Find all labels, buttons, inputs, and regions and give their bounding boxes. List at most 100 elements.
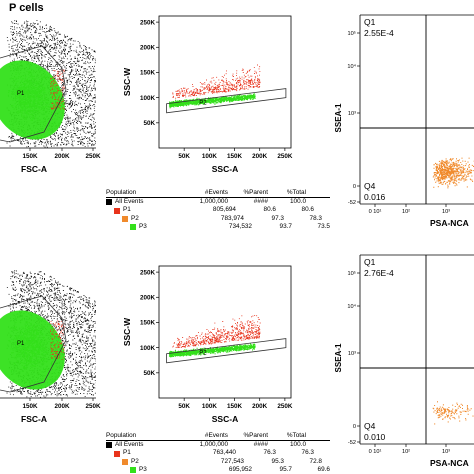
population-name: P2: [131, 214, 139, 222]
population-row: P3 695,952 95.7 69.6: [106, 466, 330, 474]
fsc-plot-2: P1 150K 200K 250K FSC-A: [0, 270, 101, 424]
header-fragment: P cells: [9, 2, 44, 14]
population-color-swatch: [130, 223, 136, 230]
ssc-x-tick-label-1-3: 200K: [252, 153, 268, 160]
column-header: %Total: [286, 432, 306, 439]
population-name: P1: [123, 206, 131, 214]
quad-y-tick-label-1-1: 0: [353, 184, 356, 190]
fsc-events-2: [0, 270, 96, 398]
ssc-y-tick-label-2-1: 100K: [140, 345, 156, 352]
quad-x-axis-label-1: PSA-NCA: [430, 218, 469, 228]
quad-y-tick-label-2-3: 10⁴: [347, 303, 356, 310]
quad-x-axis-label-2: PSA-NCA: [430, 458, 469, 468]
ssc-y-tick-label-1-4: 250K: [140, 19, 156, 26]
p1-dense-region-2: [0, 310, 65, 390]
population-table-header: Population #Events %Parent %Total: [106, 189, 330, 199]
percent-parent: 95.7: [279, 465, 292, 473]
percent-parent: ####: [253, 441, 268, 449]
population-name: P3: [139, 222, 147, 230]
quad-q1-value-2: 2.76E-4: [364, 268, 394, 278]
ssc-y-tick-label-1-1: 100K: [140, 95, 156, 102]
fsc-events-1: [0, 20, 96, 148]
ssc-x-tick-label-1-0: 50K: [178, 153, 190, 160]
fsc-x-tick-label-2-0: 150K: [22, 403, 38, 410]
fsc-plot-1: P1 150K 200K 250K FSC-A: [0, 20, 101, 174]
percent-parent: 95.3: [271, 457, 284, 465]
population-row: All Events 1,000,000 #### 100.0: [106, 198, 330, 206]
ssc-y-tick-label-2-4: 250K: [140, 269, 156, 276]
percent-total: 72.8: [309, 457, 322, 465]
p2-gate-label-2: P2: [199, 351, 207, 357]
p1-green-events-1: [7, 65, 56, 128]
event-count: 783,974: [220, 214, 244, 222]
quad-q4-value-1: 0.016: [364, 192, 386, 202]
fsc-x-tick-label-1-1: 200K: [54, 153, 70, 160]
quad-q1-name-2: Q1: [364, 257, 376, 267]
p1-dense-region-1: [0, 60, 65, 140]
quad-q4-name-2: Q4: [364, 421, 376, 431]
quad-x-tick-label-1-2: 10³: [442, 209, 450, 215]
population-row: P2 783,974 97.3 78.3: [106, 215, 330, 223]
ssc-x-tick-label-2-4: 250K: [277, 403, 293, 410]
event-count: 805,694: [212, 206, 236, 214]
percent-parent: 97.3: [271, 214, 284, 222]
ssc-x-axis-label-2: SSC-A: [212, 414, 238, 424]
population-name: P1: [123, 449, 131, 457]
percent-parent: ####: [253, 198, 268, 206]
quad-orange-events-2: [432, 401, 474, 425]
ssc-y-tick-label-2-0: 50K: [143, 370, 155, 377]
p2-gate-label-1: P2: [199, 101, 207, 107]
population-row: All Events 1,000,000 #### 100.0: [106, 441, 330, 449]
population-table-header: Population #Events %Parent %Total: [106, 432, 330, 442]
ssc-x-tick-label-1-2: 150K: [227, 153, 243, 160]
column-header: #Events: [204, 189, 228, 196]
ssc-y-tick-label-1-0: 50K: [143, 120, 155, 127]
p1-gate-1: [0, 45, 67, 143]
column-header: %Parent: [243, 189, 268, 196]
quad-y-tick-label-1-0: -52: [348, 200, 356, 206]
quad-y-tick-label-1-4: 10⁵: [347, 30, 356, 37]
population-table-top: Population #Events %Parent %Total All Events…: [106, 189, 330, 231]
quad-y-axis-label-2: SSEA-1: [334, 343, 343, 372]
percent-total: 78.3: [309, 214, 322, 222]
ssc-y-axis-label-1: SSC-W: [122, 67, 132, 96]
percent-parent: 76.3: [263, 449, 276, 457]
ssc-x-tick-label-1-4: 250K: [277, 153, 293, 160]
event-count: 734,532: [228, 222, 252, 230]
population-row: P1 805,694 80.6 80.6: [106, 206, 330, 214]
ssc-x-tick-label-2-2: 150K: [227, 403, 243, 410]
population-color-swatch: [130, 466, 136, 473]
p2-gate-2: [166, 338, 287, 364]
quad-y-tick-label-2-2: 10³: [348, 351, 356, 357]
p1-gate-2: [0, 295, 67, 393]
quad-orange-events-1: [432, 157, 474, 189]
quad-x-tick-label-2-1: 10²: [402, 449, 410, 455]
population-name: P2: [131, 457, 139, 465]
ssc-x-tick-label-2-0: 50K: [178, 403, 190, 410]
ssc-red-events-2: [172, 315, 261, 348]
ssc-plot-frame-2: [158, 265, 292, 399]
quad-y-tick-label-1-3: 10⁴: [347, 63, 356, 70]
ssc-x-axis-label-1: SSC-A: [212, 164, 238, 174]
p1-red-events-1: [50, 69, 65, 111]
percent-total: 80.6: [301, 206, 314, 214]
ssc-y-tick-label-2-2: 150K: [140, 320, 156, 327]
ssc-y-tick-label-1-3: 200K: [140, 44, 156, 51]
event-count: 727,543: [220, 457, 244, 465]
column-header: #Events: [204, 432, 228, 439]
ssc-y-tick-label-2-3: 200K: [140, 294, 156, 301]
p1-red-events-2: [50, 320, 65, 361]
fsc-x-tick-label-2-2: 250K: [85, 403, 101, 410]
event-count: 1,000,000: [199, 441, 228, 449]
column-header: Population: [106, 189, 137, 196]
population-table-bottom: Population #Events %Parent %Total All Events…: [106, 432, 330, 474]
quad-x-tick-label-2-2: 10³: [442, 449, 450, 455]
fsc-x-tick-label-1-2: 250K: [85, 153, 101, 160]
p1-gate-label-2: P1: [17, 341, 25, 347]
ssc-y-axis-label-2: SSC-W: [122, 317, 132, 346]
quad-y-tick-label-2-4: 10⁵: [347, 270, 356, 277]
ssc-y-tick-label-1-2: 150K: [140, 70, 156, 77]
p2-gate-1: [166, 88, 287, 114]
event-count: 763,440: [212, 449, 236, 457]
column-header: %Parent: [243, 432, 268, 439]
